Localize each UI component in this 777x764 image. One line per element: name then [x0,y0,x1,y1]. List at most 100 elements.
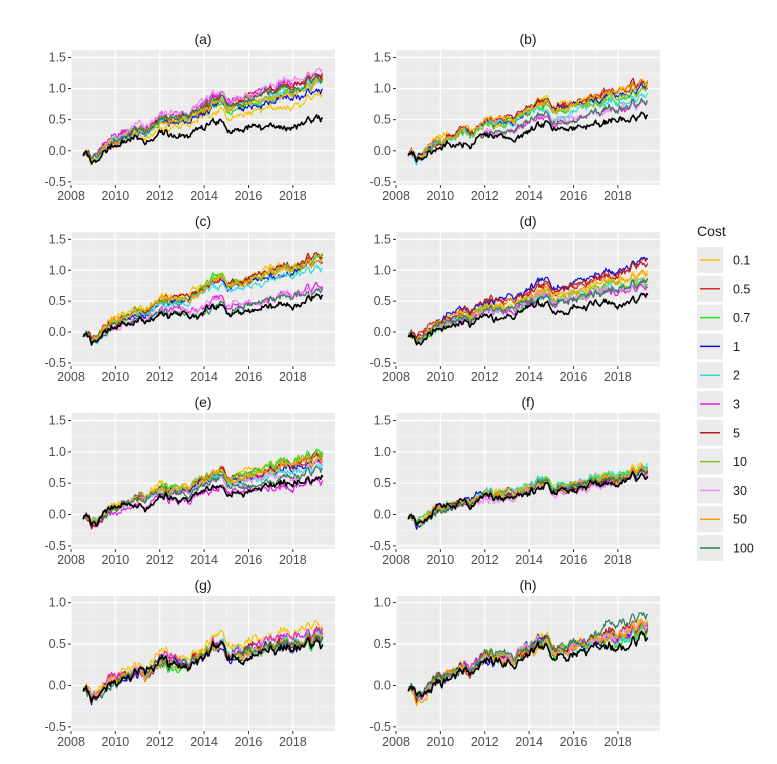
panel-background [396,596,660,731]
x-tick-label: 2014 [515,370,543,384]
series-line-cost-0_5 [82,71,324,164]
legend-label-cost-0_7: 0.7 [733,311,750,325]
panel-d: 2008 2010 2012 2014 2016 2018 -0.5 0.0 0.5 1.0 1.5… [369,213,660,384]
series-line-cost-0_1 [82,620,323,701]
y-tick-label: 1.5 [374,232,391,246]
x-tick-label: 2010 [426,735,454,749]
benchmark-line [82,474,324,527]
series-line-cost-3 [82,476,324,530]
series-group [82,448,324,530]
y-tick-label: -0.5 [44,175,66,189]
y-tick-label: 1.0 [374,263,391,277]
x-tick-label: 2016 [560,735,588,749]
y-tick-label: -0.5 [369,356,391,370]
legend-label-cost-0_5: 0.5 [733,282,750,296]
y-tick-label: -0.5 [44,356,66,370]
series-line-cost-30 [407,618,649,698]
x-tick-label: 2012 [471,370,499,384]
y-tick-label: 1.0 [49,445,66,459]
series-line-cost-3 [82,73,323,159]
legend-label-cost-30: 30 [733,484,747,498]
x-tick-label: 2008 [57,370,85,384]
x-tick-label: 2014 [190,370,218,384]
panel-h: 2008 2010 2012 2014 2016 2018 -0.5 0.0 0.5 1.0 (h) [369,577,660,749]
y-tick-label: 1.0 [49,82,66,96]
x-tick-label: 2008 [57,553,85,567]
y-tick-label: 0.5 [374,113,391,127]
series-group [407,77,649,166]
y-tick-label: 1.0 [374,596,391,610]
series-line-cost-10 [407,465,649,527]
y-tick-label: -0.5 [369,539,391,553]
panel-c: 2008 2010 2012 2014 2016 2018 -0.5 0.0 0.5 1.0 1.5… [44,213,335,384]
x-tick-label: 2014 [515,735,543,749]
y-tick-label: 0.5 [49,294,66,308]
y-tick-label: 0.5 [49,113,66,127]
x-tick-label: 2016 [235,735,263,749]
x-tick-label: 2008 [57,735,85,749]
y-tick-label: 0.0 [49,325,66,339]
benchmark-line [407,471,649,527]
panel-b: 2008 2010 2012 2014 2016 2018 -0.5 0.0 0.5 1.0 1.5… [369,31,660,203]
y-tick-label: 0.0 [49,144,66,158]
y-tick-label: 0.0 [49,508,66,522]
y-tick-label: 0.5 [49,637,66,651]
panel-title: (h) [519,577,536,593]
panel-title: (c) [195,213,211,229]
x-tick-label: 2016 [560,189,588,203]
x-tick-label: 2018 [604,553,632,567]
y-tick-label: 0.0 [374,678,391,692]
x-tick-label: 2012 [471,735,499,749]
x-tick-label: 2010 [101,553,129,567]
x-tick-label: 2010 [101,189,129,203]
x-tick-label: 2008 [382,370,410,384]
x-tick-label: 2016 [560,370,588,384]
y-tick-label: 0.0 [49,678,66,692]
x-tick-label: 2018 [604,735,632,749]
benchmark-line [407,292,649,346]
benchmark-line [82,114,323,165]
legend-label-cost-5: 5 [733,426,740,440]
x-tick-label: 2018 [279,553,307,567]
y-tick-label: 1.0 [49,263,66,277]
y-tick-label: 1.0 [49,596,66,610]
series-group [407,462,649,530]
y-tick-label: 0.5 [49,476,66,490]
series-group [82,67,324,165]
y-tick-label: 1.5 [374,414,391,428]
legend-label-cost-2: 2 [733,369,740,383]
y-tick-label: -0.5 [44,539,66,553]
series-group [407,256,649,346]
panel-title: (b) [519,31,536,47]
x-tick-label: 2014 [515,553,543,567]
series-line-cost-0_5 [407,257,649,339]
series-line-cost-10 [407,620,649,698]
y-tick-label: 0.0 [374,508,391,522]
y-tick-label: 0.5 [374,637,391,651]
benchmark-line [407,630,649,698]
x-tick-label: 2016 [235,370,263,384]
y-tick-label: -0.5 [369,720,391,734]
y-tick-label: 1.0 [374,82,391,96]
x-tick-label: 2016 [235,189,263,203]
y-tick-label: 1.5 [49,414,66,428]
panel-background [71,232,335,366]
y-tick-label: 0.5 [374,476,391,490]
panel-title: (f) [521,394,534,410]
series-line-cost-50 [407,78,649,162]
benchmark-line [82,293,324,346]
x-tick-label: 2014 [190,553,218,567]
x-tick-label: 2012 [146,370,174,384]
series-group [82,620,324,706]
y-tick-label: -0.5 [44,720,66,734]
x-tick-label: 2014 [190,189,218,203]
panel-f: 2008 2010 2012 2014 2016 2018 -0.5 0.0 0.5 1.0 1.5… [369,394,660,567]
x-tick-label: 2018 [279,189,307,203]
series-line-cost-100 [479,97,649,139]
legend-title: Cost [697,223,726,239]
panel-title: (g) [194,577,211,593]
y-tick-label: 1.5 [49,50,66,64]
series-line-cost-30 [82,67,324,160]
legend-label-cost-3: 3 [733,398,740,412]
